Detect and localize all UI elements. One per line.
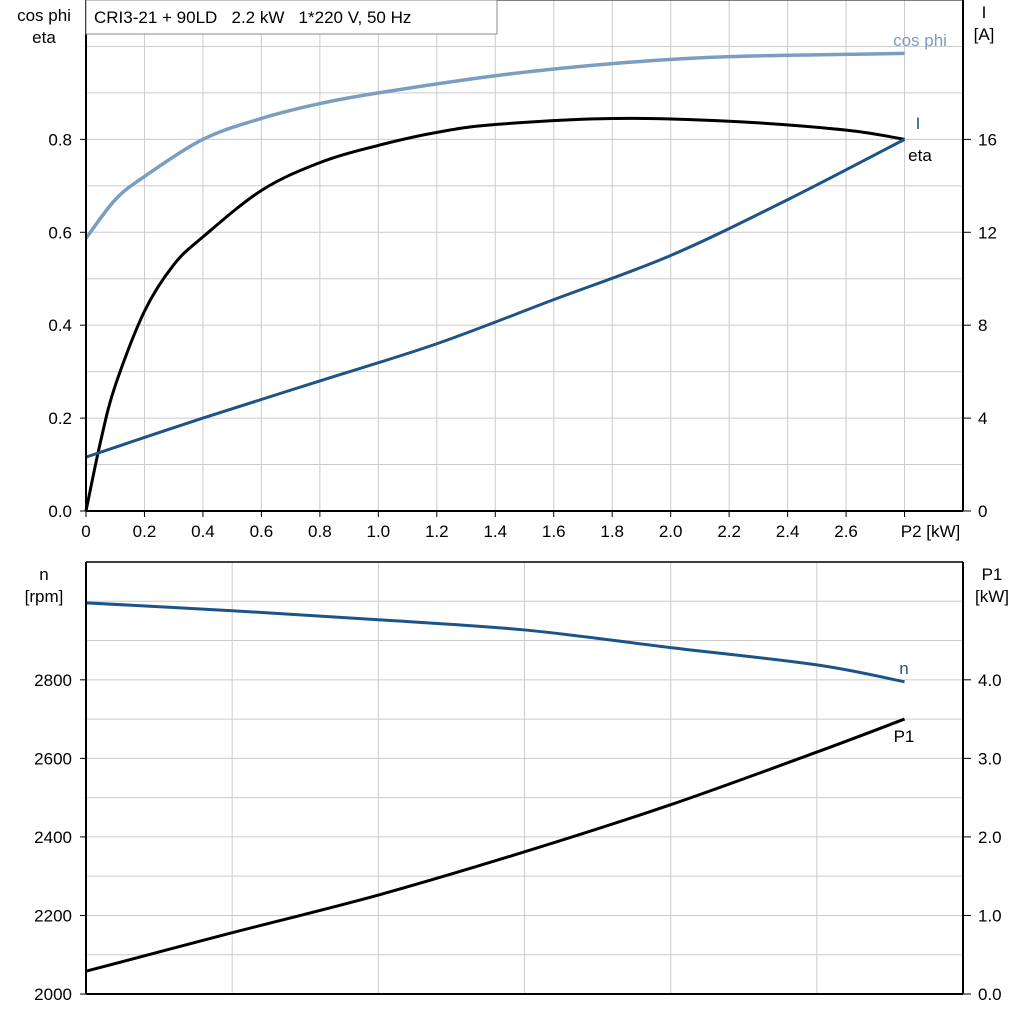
x-tick-label: P2 [kW]: [901, 522, 961, 541]
y-tick-label-right: 4: [978, 409, 987, 428]
y-tick-label-left: 2200: [34, 906, 72, 925]
x-tick-label: 2.2: [717, 522, 741, 541]
y-tick-label-left: 2400: [34, 828, 72, 847]
y-tick-label-left: 2000: [34, 985, 72, 1004]
x-tick-label: 0.8: [308, 522, 332, 541]
y-axis-title-left: n: [39, 565, 48, 584]
y-tick-label-left: 0.2: [48, 409, 72, 428]
series-label-P1: P1: [894, 727, 915, 746]
y-axis-title-left: cos phi: [17, 6, 71, 25]
y-tick-label-left: 0.0: [48, 502, 72, 521]
y-tick-label-right: 0.0: [978, 985, 1002, 1004]
title-box: [85, 0, 498, 35]
series-label-I: I: [916, 114, 921, 133]
bottom-grid: [86, 562, 963, 994]
x-tick-label: 2.6: [834, 522, 858, 541]
x-tick-label: 1.8: [600, 522, 624, 541]
x-tick-label: 2.0: [659, 522, 683, 541]
y-axis-title-right: [kW]: [975, 587, 1009, 606]
y-tick-label-left: 0.4: [48, 316, 72, 335]
y-axis-title-right: P1: [982, 565, 1003, 584]
series-eta-line: [84, 116, 905, 512]
y-tick-label-right: 0: [978, 502, 987, 521]
x-tick-label: 1.6: [542, 522, 566, 541]
y-tick-label-left: 2600: [34, 749, 72, 768]
y-tick-label-right: 3.0: [978, 749, 1002, 768]
labels: 0 0.2 0.4 0.6 0.8 1.0 1.2 1.4 1.6 1.8 2.0 2.2 2.4 2.6…: [17, 3, 1009, 1004]
y-tick-label-left: 0.6: [48, 223, 72, 242]
series-cos-phi-line: [84, 51, 905, 240]
x-tick-label: 0.2: [133, 522, 157, 541]
chart-title: CRI3-21 + 90LD 2.2 kW 1*220 V, 50 Hz: [94, 8, 411, 27]
y-tick-label-left: 0.8: [48, 130, 72, 149]
y-tick-label-right: 2.0: [978, 828, 1002, 847]
series-n-line: [85, 601, 905, 684]
series-label-n: n: [899, 659, 908, 678]
y-axis-title-right: [A]: [974, 25, 995, 44]
x-tick-label: 1.0: [367, 522, 391, 541]
x-tick-label: 1.2: [425, 522, 449, 541]
y-tick-label-right: 16: [978, 130, 997, 149]
y-axis-title-right: I: [982, 3, 987, 22]
x-tick-label: 0.4: [191, 522, 215, 541]
x-tick-label: 2.4: [776, 522, 800, 541]
y-tick-label-right: 12: [978, 223, 997, 242]
x-tick-label: 0.6: [250, 522, 274, 541]
y-axis-title-left: [rpm]: [25, 587, 64, 606]
y-tick-label-right: 1.0: [978, 906, 1002, 925]
y-tick-label-right: 4.0: [978, 671, 1002, 690]
y-tick-label-right: 8: [978, 316, 987, 335]
series-I-line: [85, 138, 906, 459]
curves: [84, 51, 906, 973]
y-axis-title-left: eta: [32, 28, 56, 47]
y-tick-label-left: 2800: [34, 671, 72, 690]
top-grid: [86, 0, 963, 511]
series-label-cos-phi: cos phi: [893, 31, 947, 50]
series-label-eta: eta: [908, 146, 932, 165]
axes: [80, 0, 971, 995]
series-P1-line: [85, 717, 906, 973]
x-tick-label: 0: [81, 522, 90, 541]
x-tick-label: 1.4: [483, 522, 507, 541]
